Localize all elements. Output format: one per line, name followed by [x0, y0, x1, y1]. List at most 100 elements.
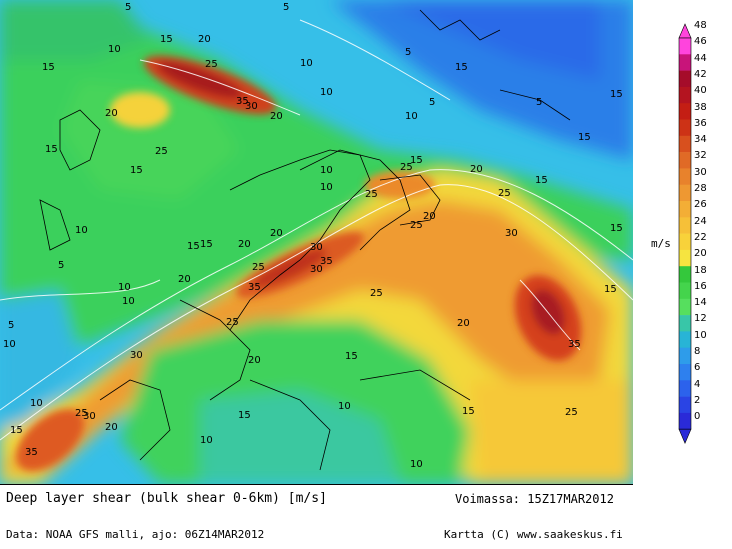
- colorbar-tick-label: 40: [694, 85, 707, 97]
- colorbar-tick-label: 42: [694, 68, 707, 80]
- contour-label: 10: [75, 225, 88, 236]
- contour-label: 35: [320, 256, 333, 267]
- contour-label: 10: [320, 87, 333, 98]
- contour-label: 25: [75, 408, 88, 419]
- contour-label: 20: [457, 318, 470, 329]
- contour-label: 15: [345, 351, 358, 362]
- colorbar-swatch: [679, 396, 691, 414]
- contour-label: 20: [105, 422, 118, 433]
- contour-label: 30: [130, 350, 143, 361]
- contour-label: 10: [320, 165, 333, 176]
- contour-label: 15: [130, 165, 143, 176]
- contour-label: 5: [283, 2, 289, 13]
- colorbar-swatch: [679, 249, 691, 267]
- contour-label: 10: [405, 111, 418, 122]
- colorbar-swatch: [679, 266, 691, 283]
- contour-label: 25: [498, 188, 511, 199]
- contour-label: 15: [42, 62, 55, 73]
- contour-label: 25: [155, 146, 168, 157]
- colorbar-swatch: [679, 282, 691, 300]
- contour-label: 20: [238, 239, 251, 250]
- contour-label: 5: [125, 2, 131, 13]
- contour-label: 10: [200, 435, 213, 446]
- contour-label: 15: [410, 155, 423, 166]
- credit: Kartta (C) www.saakeskus.fi: [444, 528, 623, 541]
- colorbar-swatch: [679, 86, 691, 104]
- data-source: Data: NOAA GFS malli, ajo: 06Z14MAR2012: [6, 528, 265, 541]
- contour-label: 15: [455, 62, 468, 73]
- contour-label: 10: [30, 398, 43, 409]
- colorbar-swatch: [679, 70, 691, 88]
- colorbar-panel: [633, 0, 732, 549]
- contour-label: 25: [252, 262, 265, 273]
- contour-label: 15: [610, 89, 623, 100]
- colorbar-tick-label: 48: [694, 20, 707, 31]
- contour-label: 10: [410, 459, 423, 470]
- contour-label: 10: [320, 182, 333, 193]
- contour-label: 25: [226, 317, 239, 328]
- contour-label: 30: [83, 411, 96, 422]
- contour-label: 10: [118, 282, 131, 293]
- colorbar-swatch: [679, 201, 691, 218]
- colorbar-swatch: [679, 38, 691, 55]
- colorbar-swatch: [679, 168, 691, 185]
- contour-label: 15: [610, 223, 623, 234]
- colorbar-tick-label: 34: [694, 134, 707, 146]
- colorbar-swatch: [679, 315, 691, 332]
- contour-label: 30: [505, 228, 518, 239]
- colorbar-tick-label: 10: [694, 329, 707, 341]
- colorbar-tick-label: 16: [694, 280, 707, 292]
- contour-label: 15: [10, 425, 23, 436]
- contour-label: 20: [470, 164, 483, 175]
- map-footer: Deep layer shear (bulk shear 0-6km) [m/s…: [0, 485, 633, 549]
- contour-label: 10: [338, 401, 351, 412]
- contour-label: 25: [365, 189, 378, 200]
- colorbar-bottom-arrow: [678, 428, 692, 444]
- valid-time: Voimassa: 15Z17MAR2012: [455, 492, 614, 506]
- contour-label: 20: [105, 108, 118, 119]
- colorbar-swatch: [679, 119, 691, 137]
- colorbar-tick-label: 4: [694, 378, 701, 390]
- colorbar-swatch: [679, 152, 691, 169]
- colorbar-tick-label: 14: [694, 297, 707, 309]
- colorbar-swatch: [679, 184, 691, 202]
- colorbar-tick-label: 12: [694, 313, 707, 325]
- colorbar-tick-label: 22: [694, 231, 707, 243]
- contour-label: 10: [122, 296, 135, 307]
- contour-label: 15: [604, 284, 617, 295]
- colorbar-tick-label: 32: [694, 150, 707, 162]
- contour-label: 20: [198, 34, 211, 45]
- colorbar-tick-label: 24: [694, 215, 707, 227]
- contour-label: 20: [270, 228, 283, 239]
- colorbar-tick-label: 44: [694, 52, 707, 64]
- colorbar-swatch: [679, 380, 691, 397]
- contour-label: 15: [45, 144, 58, 155]
- contour-label: 5: [405, 47, 411, 58]
- colorbar-tick-label: 8: [694, 346, 701, 357]
- contour-label: 5: [58, 260, 64, 271]
- contour-label: 35: [568, 339, 581, 350]
- contour-label: 5: [429, 97, 435, 108]
- colorbar-swatch: [679, 217, 691, 234]
- contour-label: 15: [160, 34, 173, 45]
- colorbar-tick-label: 2: [694, 394, 701, 406]
- contour-label: 35: [25, 447, 38, 458]
- contour-label: 15: [187, 241, 200, 252]
- colorbar-tick-label: 0: [694, 411, 701, 423]
- contour-label: 10: [108, 44, 121, 55]
- colorbar-tick-label: 36: [694, 117, 707, 129]
- contour-label: 30: [245, 101, 258, 112]
- contour-label: 35: [236, 96, 249, 107]
- colorbar-tick-label: 26: [694, 199, 707, 211]
- contour-label: 15: [462, 406, 475, 417]
- contour-label: 10: [300, 58, 313, 69]
- contour-label: 15: [535, 175, 548, 186]
- shear-map-svg: 5 10 15 20 25 35 30 20 15 20 25 15 15 10…: [0, 0, 633, 484]
- contour-label: 10: [3, 339, 16, 350]
- colorbar-tick-label: 18: [694, 264, 707, 276]
- contour-label: 20: [178, 274, 191, 285]
- colorbar-tick-label: 20: [694, 248, 707, 260]
- colorbar-swatch: [679, 298, 691, 316]
- contour-label: 20: [248, 355, 261, 366]
- contour-label: 15: [578, 132, 591, 143]
